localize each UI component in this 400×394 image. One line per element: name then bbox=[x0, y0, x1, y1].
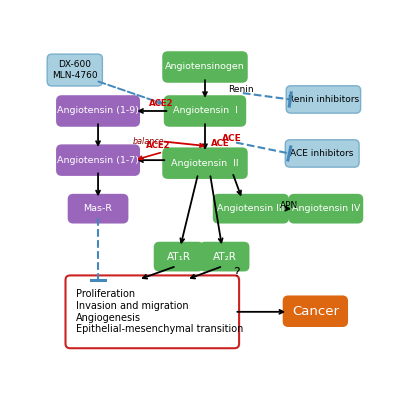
Text: Angiotensin (1-9): Angiotensin (1-9) bbox=[57, 106, 139, 115]
Text: ACE: ACE bbox=[210, 139, 229, 148]
Text: balance: balance bbox=[133, 137, 164, 146]
Text: AT₁R: AT₁R bbox=[167, 252, 191, 262]
FancyBboxPatch shape bbox=[200, 243, 248, 271]
Text: ACE: ACE bbox=[222, 134, 241, 143]
Text: ACE2: ACE2 bbox=[146, 141, 170, 149]
FancyBboxPatch shape bbox=[165, 96, 245, 126]
Text: Angiotensin  I: Angiotensin I bbox=[172, 106, 238, 115]
FancyBboxPatch shape bbox=[163, 148, 247, 178]
Text: Angiotensin III: Angiotensin III bbox=[217, 204, 284, 213]
FancyBboxPatch shape bbox=[69, 195, 128, 223]
Text: AT₂R: AT₂R bbox=[212, 252, 236, 262]
Text: ACE inhibitors: ACE inhibitors bbox=[290, 149, 354, 158]
Text: Proliferation
Invasion and migration
Angiogenesis
Epithelial-mesenchymal transit: Proliferation Invasion and migration Ang… bbox=[76, 290, 243, 334]
FancyBboxPatch shape bbox=[214, 195, 288, 223]
Text: Mas-R: Mas-R bbox=[84, 204, 112, 213]
FancyBboxPatch shape bbox=[47, 54, 102, 86]
FancyBboxPatch shape bbox=[290, 195, 362, 223]
Text: Angiotensin  II: Angiotensin II bbox=[171, 159, 239, 168]
Text: Angiotensinogen: Angiotensinogen bbox=[165, 63, 245, 71]
Text: Angiotensin (1-7): Angiotensin (1-7) bbox=[57, 156, 139, 165]
Text: Renin: Renin bbox=[228, 85, 254, 94]
FancyBboxPatch shape bbox=[66, 275, 239, 348]
FancyBboxPatch shape bbox=[57, 96, 139, 126]
Text: Angiotensin IV: Angiotensin IV bbox=[292, 204, 360, 213]
Text: Renin inhibitors: Renin inhibitors bbox=[288, 95, 359, 104]
FancyBboxPatch shape bbox=[155, 243, 203, 271]
FancyBboxPatch shape bbox=[57, 145, 139, 175]
FancyBboxPatch shape bbox=[163, 52, 247, 82]
FancyBboxPatch shape bbox=[284, 296, 347, 326]
Text: DX-600
MLN-4760: DX-600 MLN-4760 bbox=[52, 60, 98, 80]
FancyBboxPatch shape bbox=[285, 140, 359, 167]
Text: Cancer: Cancer bbox=[292, 305, 339, 318]
FancyBboxPatch shape bbox=[286, 86, 361, 113]
Text: ACE2: ACE2 bbox=[149, 99, 174, 108]
Text: ?: ? bbox=[233, 266, 239, 279]
Text: APN: APN bbox=[280, 201, 298, 210]
